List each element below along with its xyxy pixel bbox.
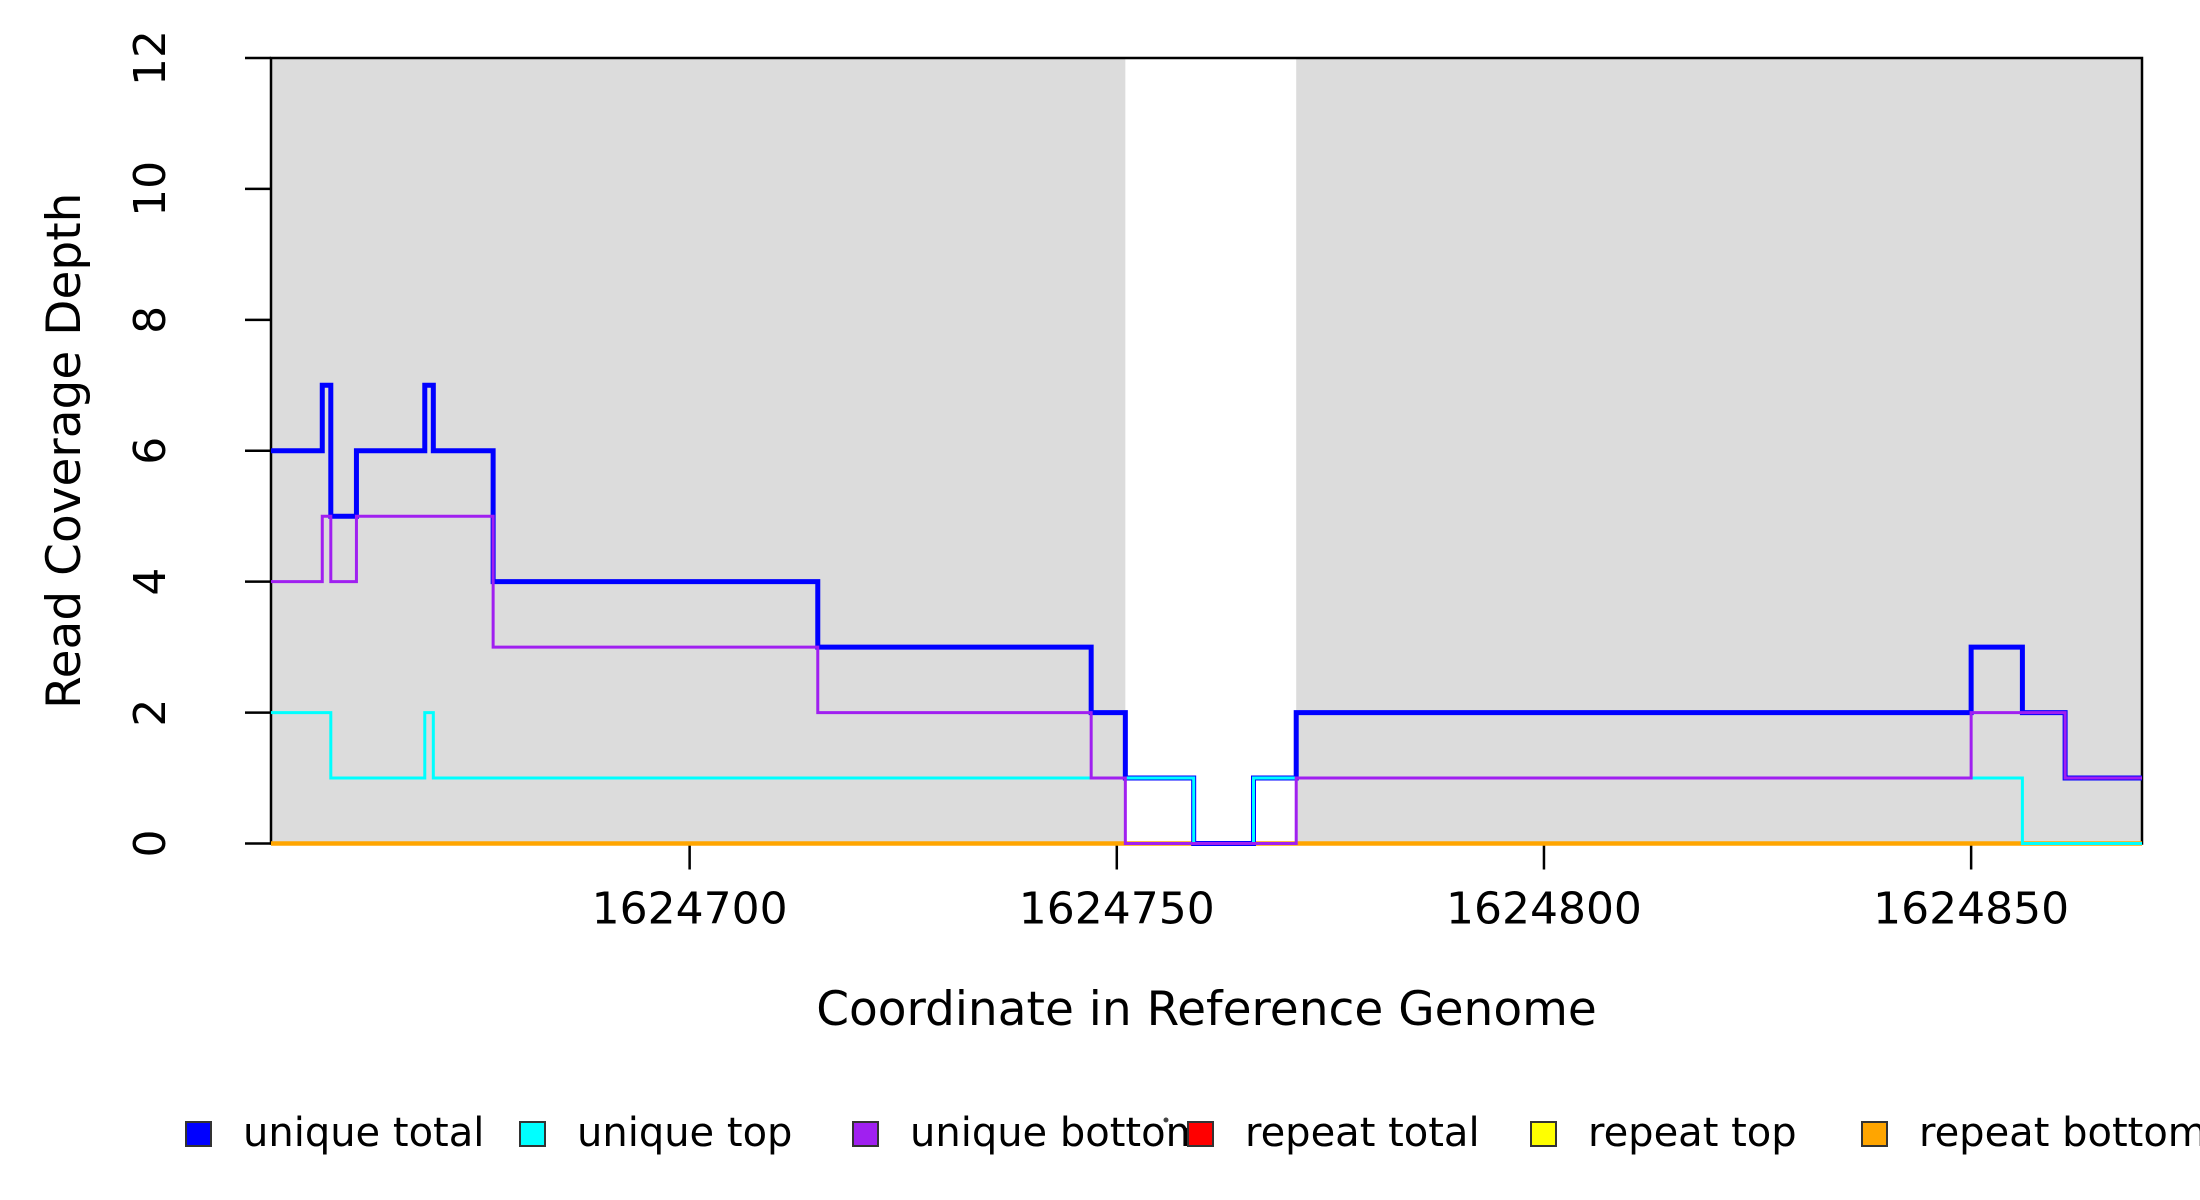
y-tick-label: 2 [125, 699, 176, 727]
legend-label-unique-total: unique total [243, 1110, 484, 1156]
y-tick-label: 6 [125, 437, 176, 465]
x-tick-label: 1624800 [1446, 884, 1642, 935]
x-axis: 1624700 1624750 1624800 1624850 [592, 843, 2069, 935]
y-tick-label: 10 [125, 161, 176, 217]
legend-swatch-repeat-total [1187, 1121, 1214, 1147]
legend-label-unique-top: unique top [577, 1110, 792, 1156]
legend-label-repeat-top: repeat top [1588, 1110, 1797, 1156]
legend-swatch-repeat-top [1530, 1121, 1557, 1147]
y-tick-label: 4 [125, 568, 176, 596]
legend: unique total unique top unique bottom repea… [185, 1110, 2200, 1156]
x-tick-label: 1624850 [1873, 884, 2069, 935]
x-axis-title: Coordinate in Reference Genome [816, 982, 1597, 1037]
legend-label-unique-bottom: unique bottom [910, 1110, 1205, 1156]
y-axis: 0 2 4 6 8 10 12 [125, 30, 271, 858]
series-line-unique-total [271, 382, 2142, 846]
x-tick-label: 1624700 [592, 884, 788, 935]
x-tick-label: 1624750 [1019, 884, 1215, 935]
y-tick-label: 8 [125, 306, 176, 334]
legend-swatch-repeat-bottom [1861, 1121, 1888, 1147]
legend-swatch-unique-total [185, 1121, 212, 1147]
legend-label-repeat-bottom: repeat bottom [1919, 1110, 2200, 1156]
y-tick-label: 0 [125, 830, 176, 858]
stray-dot-artifact [1163, 1117, 1169, 1123]
legend-swatch-unique-bottom [852, 1121, 879, 1147]
shaded-region [1296, 58, 2142, 844]
legend-label-repeat-total: repeat total [1245, 1110, 1480, 1156]
series-line-unique-bottom [271, 514, 2142, 845]
shaded-regions [271, 58, 2142, 844]
series-lines [271, 382, 2142, 846]
y-axis-title: Read Coverage Depth [37, 193, 92, 709]
y-tick-label: 12 [125, 30, 176, 86]
legend-swatch-unique-top [519, 1121, 546, 1147]
